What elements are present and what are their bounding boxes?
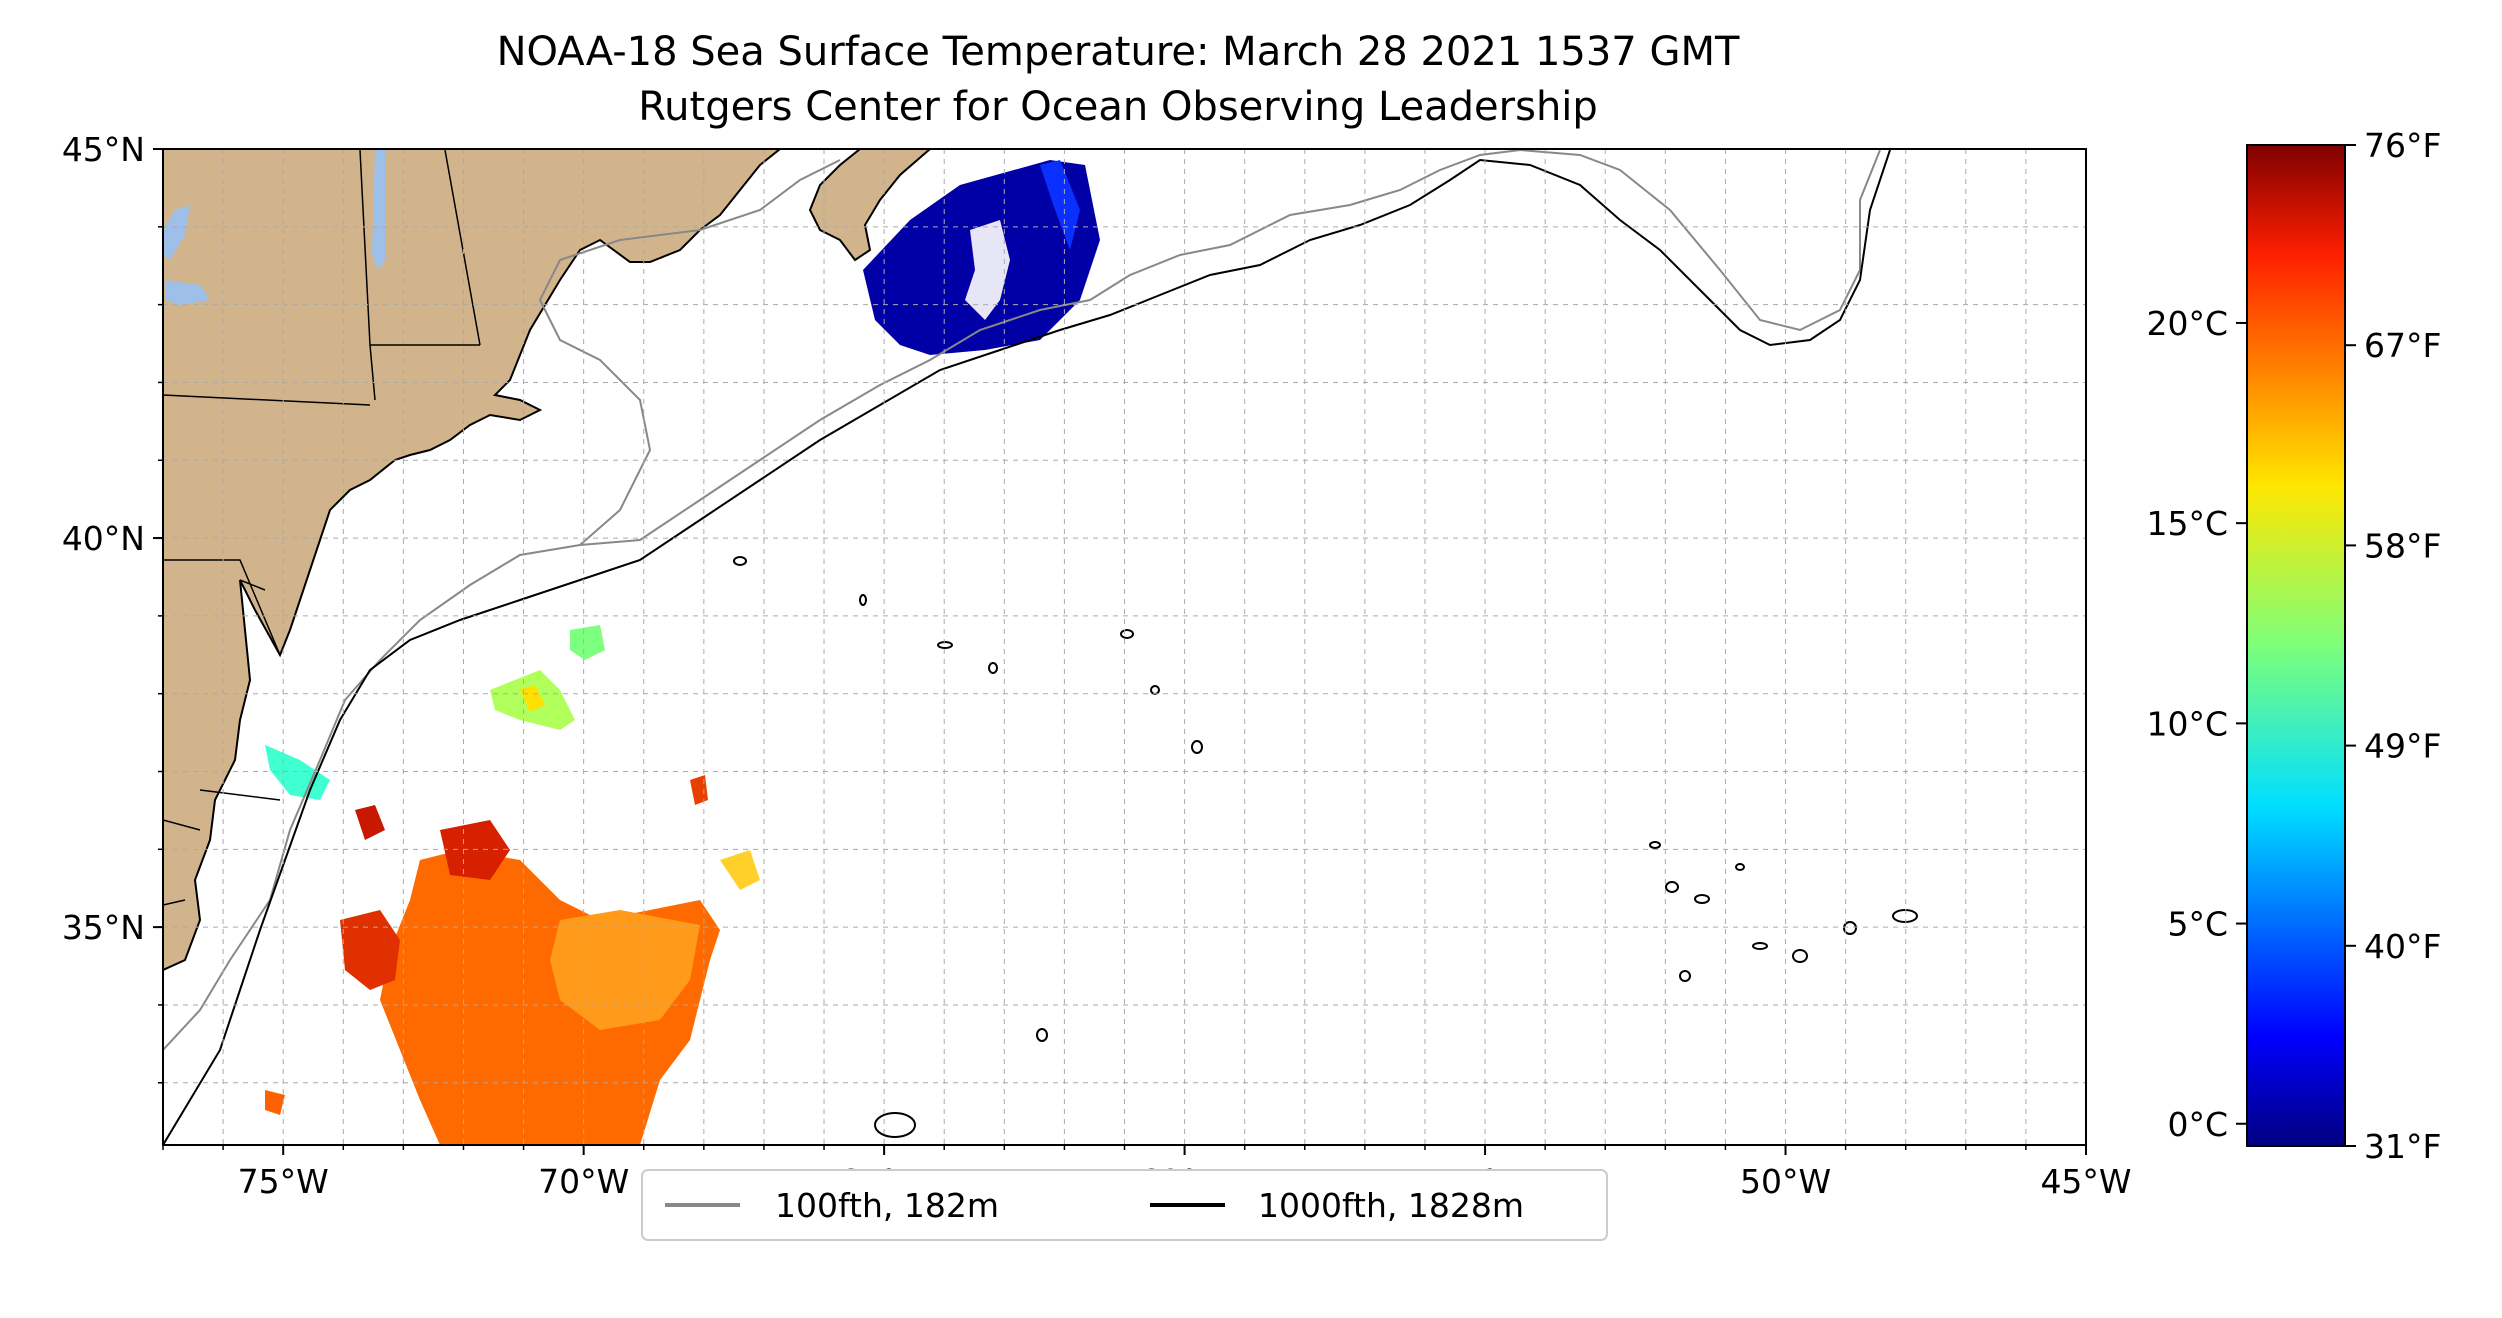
colorbar-c-tick-label: 10°C [2146,704,2228,743]
lon-tick-label: 45°W [2040,1162,2131,1201]
colorbar-f-tick-label: 40°F [2364,927,2441,966]
colorbar-fahrenheit-ticks: 31°F 40°F 49°F 58°F 67°F 76°F [2345,126,2441,1166]
land-us-coast [163,149,782,972]
map-area [163,149,2086,1145]
lat-tick-label: 40°N [62,519,145,558]
legend-label-1000fth: 1000fth, 1828m [1258,1186,1524,1225]
colorbar: 0°C 5°C 10°C 15°C 20°C 31°F 40°F 49°F 58°F 67°F 7… [2146,126,2441,1166]
legend-box [641,1169,1608,1241]
inland-water [163,150,385,305]
colorbar-c-tick-label: 15°C [2146,504,2228,543]
title-line-1: NOAA-18 Sea Surface Temperature: March 2… [497,29,1740,75]
lat-tick-label: 35°N [62,908,145,947]
lat-axis: 45°N 40°N 35°N [62,130,163,1084]
legend-label-100fth: 100fth, 182m [775,1186,999,1225]
lon-tick-label: 70°W [538,1162,629,1201]
state-borders [163,149,481,906]
colorbar-c-tick-label: 5°C [2167,905,2228,944]
seamounts [733,556,1918,1138]
colorbar-f-tick-label: 76°F [2364,126,2441,165]
map-gridlines [163,149,2086,1145]
colorbar-f-tick-label: 67°F [2364,326,2441,365]
colorbar-c-tick-label: 20°C [2146,304,2228,343]
land-nova-scotia [808,149,932,262]
title-line-2: Rutgers Center for Ocean Observing Leade… [638,84,1598,130]
legend: 100fth, 182m 1000fth, 1828m [641,1169,1608,1241]
lon-tick-label: 75°W [238,1162,329,1201]
colorbar-celsius-ticks: 0°C 5°C 10°C 15°C 20°C [2146,304,2247,1144]
colorbar-f-tick-label: 49°F [2364,727,2441,766]
contour-1000fth [163,149,1891,1145]
colorbar-f-tick-label: 31°F [2364,1127,2441,1166]
colorbar-c-tick-label: 0°C [2167,1105,2228,1144]
lat-tick-label: 45°N [62,130,145,169]
colorbar-f-tick-label: 58°F [2364,526,2441,565]
colorbar-gradient [2246,144,2346,1147]
lon-tick-label: 50°W [1740,1162,1831,1201]
